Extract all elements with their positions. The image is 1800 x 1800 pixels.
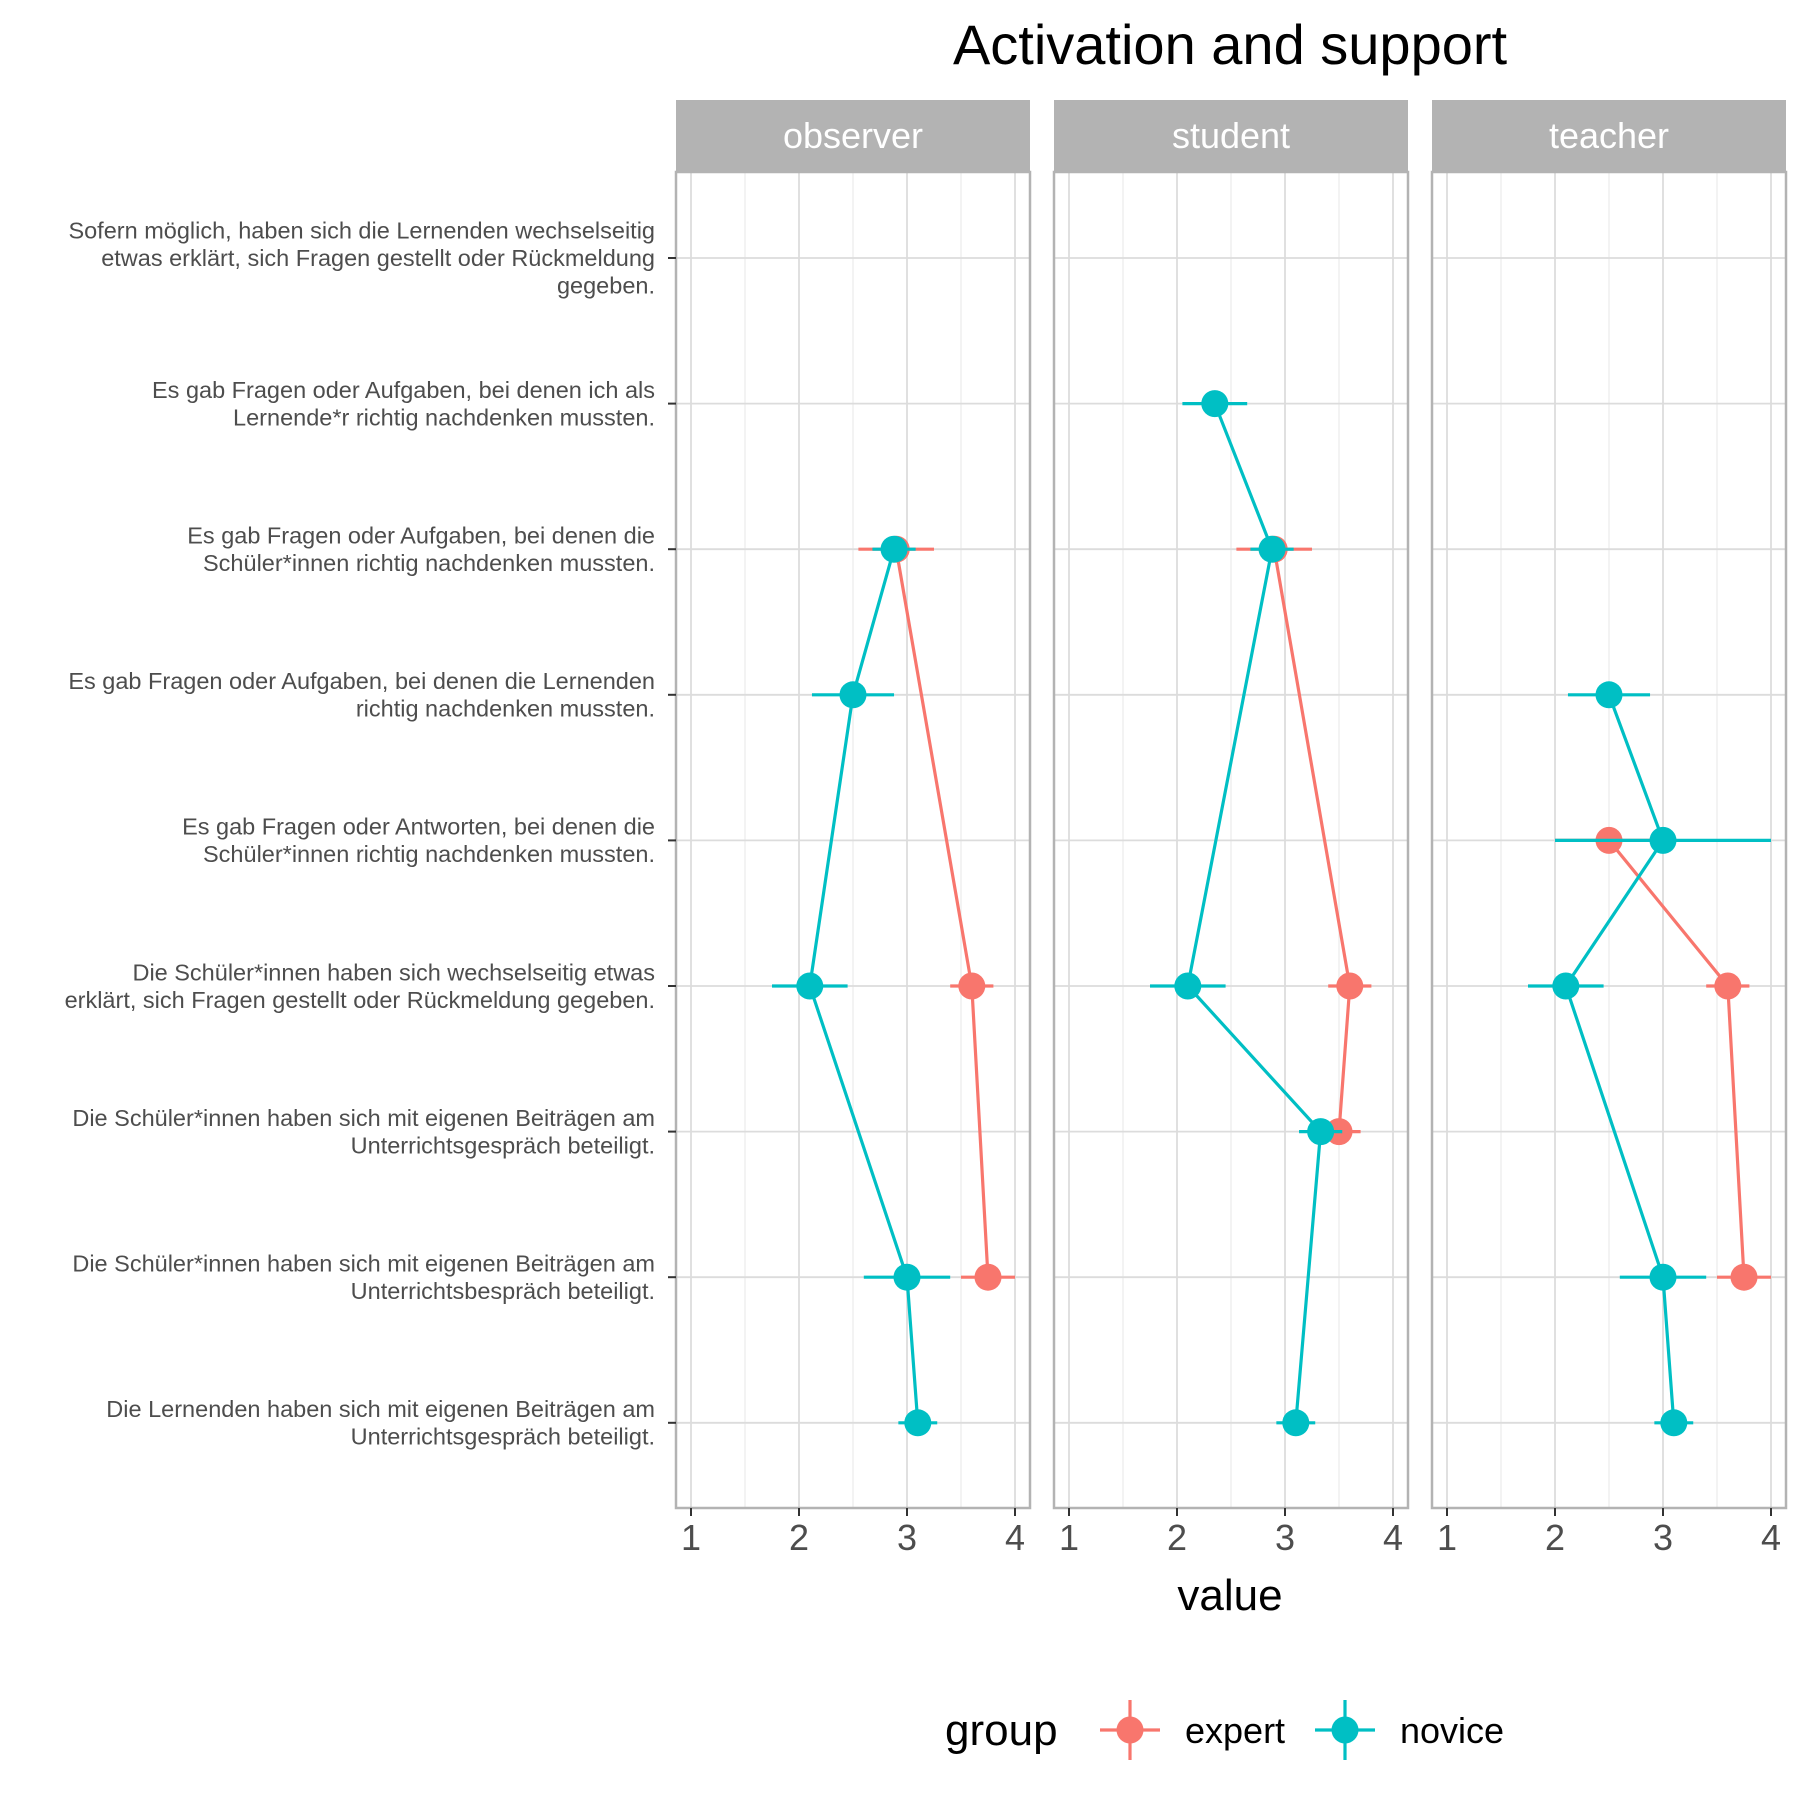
facet-panel-student: student 1 2 3 4 xyxy=(1052,100,1410,1558)
series-line xyxy=(1186,403,1323,1423)
x-tick-label: 2 xyxy=(1167,1517,1187,1558)
series-novice xyxy=(1528,681,1771,1437)
x-tick-label: 2 xyxy=(789,1517,809,1558)
y-category-label: Die Schüler*innen haben sich wechselseit… xyxy=(132,959,655,985)
data-point xyxy=(1336,972,1364,1000)
data-point xyxy=(904,1409,932,1437)
y-category-label: Lernende*r richtig nachdenken mussten. xyxy=(233,404,655,430)
x-tick-label: 3 xyxy=(1275,1517,1295,1558)
series-line xyxy=(1607,839,1746,1278)
y-category-label: Schüler*innen richtig nachdenken mussten… xyxy=(203,841,655,867)
series-line xyxy=(1564,694,1676,1423)
y-category-label: Schüler*innen richtig nachdenken mussten… xyxy=(203,550,655,576)
data-point xyxy=(796,972,824,1000)
x-tick-label: 3 xyxy=(1653,1517,1673,1558)
data-point xyxy=(958,972,986,1000)
panel-border xyxy=(1430,170,1788,1510)
facet-strip xyxy=(1432,100,1786,172)
data-point xyxy=(1174,972,1202,1000)
data-point xyxy=(839,681,867,709)
y-axis-labels: Sofern möglich, haben sich die Lernenden… xyxy=(65,218,676,1450)
data-point xyxy=(1201,390,1229,418)
data-point xyxy=(1307,1118,1335,1146)
facet-strip-label: observer xyxy=(783,115,923,156)
legend-entry-expert: expert xyxy=(1100,1700,1285,1760)
x-tick-label: 4 xyxy=(1761,1517,1781,1558)
data-point xyxy=(1649,826,1677,854)
facet-strip-label: student xyxy=(1172,115,1290,156)
y-category-label: gegeben. xyxy=(557,273,655,299)
data-point xyxy=(880,535,908,563)
x-tick-label: 4 xyxy=(1005,1517,1025,1558)
series-novice xyxy=(1150,390,1343,1437)
legend-label: expert xyxy=(1185,1710,1285,1751)
data-point xyxy=(1552,972,1580,1000)
y-category-label: Unterrichtsbespräch beteiligt. xyxy=(351,1278,655,1304)
data-point xyxy=(1714,972,1742,1000)
data-point xyxy=(1649,1263,1677,1291)
series-expert xyxy=(858,535,1015,1291)
x-axis-title: value xyxy=(1177,1571,1282,1620)
legend-entry-novice: novice xyxy=(1315,1700,1504,1760)
y-category-label: Es gab Fragen oder Aufgaben, bei denen d… xyxy=(68,668,655,694)
x-tick-label: 3 xyxy=(897,1517,917,1558)
x-tick-label: 4 xyxy=(1383,1517,1403,1558)
data-point xyxy=(893,1263,921,1291)
chart-title: Activation and support xyxy=(953,13,1508,76)
y-category-label: richtig nachdenken mussten. xyxy=(356,696,655,722)
data-point xyxy=(974,1263,1002,1291)
y-category-label: Unterrichtsgespräch beteiligt. xyxy=(351,1132,655,1158)
facet-panel-observer: observer 1 2 3 4 xyxy=(674,100,1032,1558)
panel-border xyxy=(1052,170,1410,1510)
x-tick-label: 1 xyxy=(1437,1517,1457,1558)
x-tick-label: 2 xyxy=(1545,1517,1565,1558)
data-point xyxy=(1595,681,1623,709)
y-category-label: Sofern möglich, haben sich die Lernenden… xyxy=(68,218,655,244)
x-tick-label: 1 xyxy=(681,1517,701,1558)
facet-strip xyxy=(1054,100,1408,172)
data-point xyxy=(1258,535,1286,563)
facet-panels: observer 1 2 3 4 student 1 2 3 4 teacher 1 2 3 4 xyxy=(674,100,1788,1558)
y-category-label: Unterrichtsgespräch beteiligt. xyxy=(351,1424,655,1450)
y-category-label: Die Schüler*innen haben sich mit eigenen… xyxy=(72,1105,655,1131)
facet-strip xyxy=(676,100,1030,172)
y-category-label: Die Lernenden haben sich mit eigenen Bei… xyxy=(106,1396,655,1422)
legend-key-point xyxy=(1331,1716,1359,1744)
series-line xyxy=(894,548,990,1278)
data-point xyxy=(1730,1263,1758,1291)
facet-panel-teacher: teacher 1 2 3 4 xyxy=(1430,100,1788,1558)
y-category-label: etwas erklärt, sich Fragen gestellt oder… xyxy=(101,245,655,271)
legend: group expert novice xyxy=(945,1700,1504,1760)
data-point xyxy=(1660,1409,1688,1437)
y-category-label: Es gab Fragen oder Antworten, bei denen … xyxy=(182,814,655,840)
legend-title: group xyxy=(945,1706,1058,1755)
x-tick-label: 1 xyxy=(1059,1517,1079,1558)
legend-key-point xyxy=(1116,1716,1144,1744)
data-point xyxy=(1282,1409,1310,1437)
facet-strip-label: teacher xyxy=(1549,115,1669,156)
y-category-label: Es gab Fragen oder Aufgaben, bei denen d… xyxy=(187,522,655,548)
y-category-label: Es gab Fragen oder Aufgaben, bei denen i… xyxy=(152,377,655,403)
y-category-label: erklärt, sich Fragen gestellt oder Rückm… xyxy=(65,987,655,1013)
legend-label: novice xyxy=(1400,1710,1504,1751)
y-category-label: Die Schüler*innen haben sich mit eigenen… xyxy=(72,1250,655,1276)
series-novice xyxy=(772,535,951,1437)
